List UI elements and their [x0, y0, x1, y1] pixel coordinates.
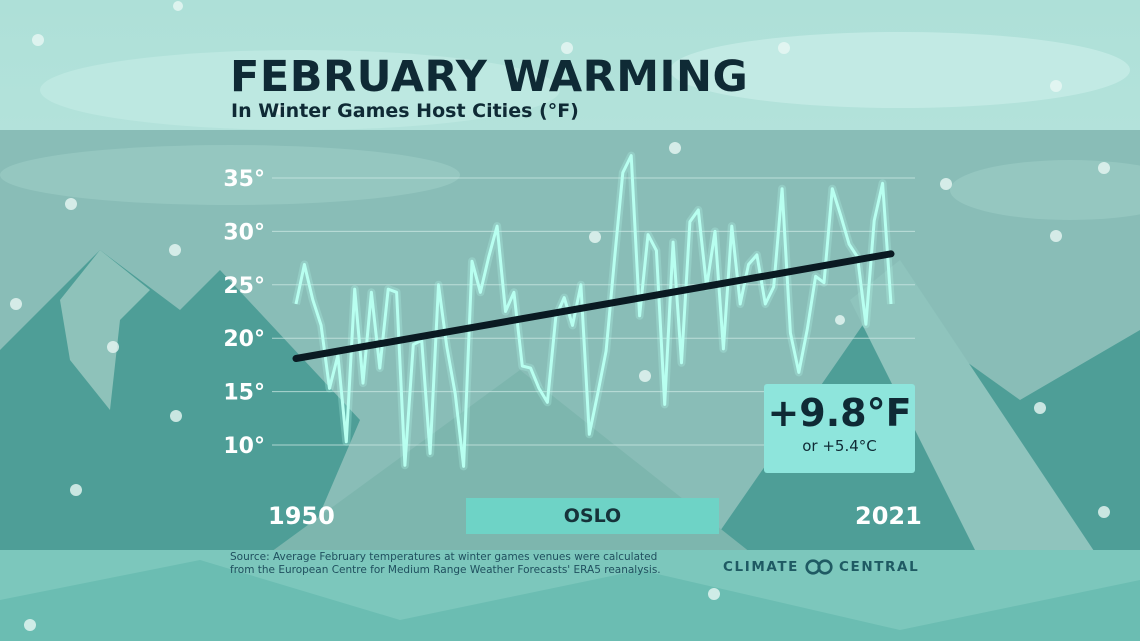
y-tick-label: 35°: [223, 167, 265, 192]
linked-circles-icon: [805, 559, 833, 575]
y-tick-label: 15°: [223, 381, 265, 406]
brand-right-text: CENTRAL: [839, 559, 920, 575]
climate-central-logo: CLIMATE CENTRAL: [723, 559, 919, 575]
chart-subtitle: In Winter Games Host Cities (°F): [231, 100, 579, 122]
x-end-label: 2021: [855, 502, 922, 530]
source-line-2: from the European Centre for Medium Rang…: [230, 564, 661, 576]
temperature-line: [294, 154, 893, 468]
city-name: OSLO: [563, 505, 622, 527]
change-callout: +9.8°F or +5.4°C: [764, 384, 915, 473]
chart-title: FEBRUARY WARMING: [230, 52, 749, 102]
y-axis-ticks: 10° 15° 20° 25° 30° 35°: [223, 167, 265, 459]
change-celsius: or +5.4°C: [802, 437, 877, 455]
y-tick-label: 20°: [223, 327, 265, 352]
x-start-label: 1950: [268, 502, 335, 530]
source-line-1: Source: Average February temperatures at…: [230, 551, 658, 563]
city-selector[interactable]: OSLO: [466, 498, 719, 534]
y-tick-label: 25°: [223, 274, 265, 299]
y-tick-label: 30°: [223, 220, 265, 245]
data-lines: [292, 151, 895, 471]
change-fahrenheit: +9.8°F: [767, 391, 912, 435]
brand-left-text: CLIMATE: [723, 559, 799, 575]
y-tick-label: 10°: [223, 434, 265, 459]
source-note: Source: Average February temperatures at…: [230, 551, 670, 577]
trend-line: [292, 250, 895, 362]
